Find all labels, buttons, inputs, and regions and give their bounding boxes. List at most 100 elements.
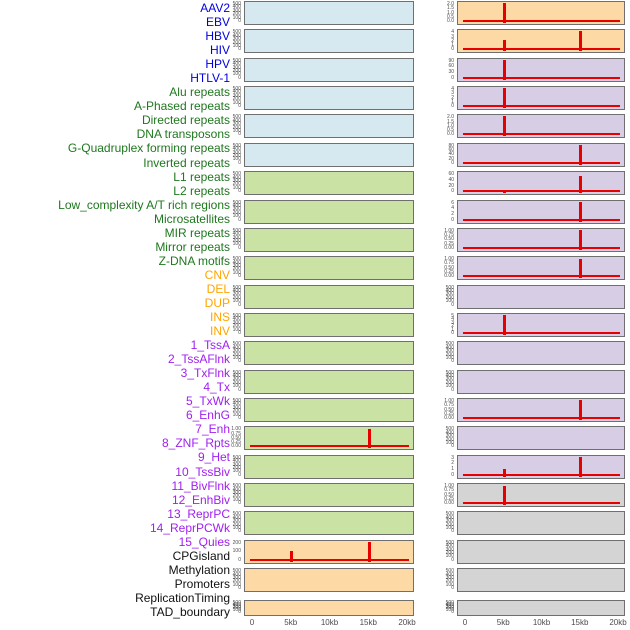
- y-tick-label: 0.00: [444, 415, 454, 422]
- y-tick-label: 300: [232, 404, 241, 411]
- y-tick-label: 300: [445, 603, 454, 610]
- row-label-htlv-1: HTLV-1: [190, 71, 230, 86]
- y-tick-label: 500: [232, 1, 241, 7]
- y-axis-ticks: 0 20 40 60: [423, 171, 455, 195]
- panel-promoters: [457, 539, 625, 564]
- y-tick-label: 200: [232, 493, 241, 500]
- y-axis-ticks: 0 100 200 300 400 500: [210, 86, 242, 110]
- red-spike-5kb: [502, 116, 506, 137]
- y-axis-ticks: 0 100 200 300 400 500: [423, 370, 455, 394]
- row-label-inverted-repeats: Inverted repeats: [143, 155, 230, 170]
- y-tick-label: 200: [445, 521, 454, 528]
- y-tick-label: 300: [232, 263, 241, 270]
- panel-directed-repeats: [244, 227, 414, 252]
- y-tick-label: 200: [445, 436, 454, 443]
- y-tick-label: 100: [232, 156, 241, 163]
- row-label-methylation: Methylation: [168, 562, 230, 577]
- red-spike-5kb: [502, 315, 506, 335]
- y-tick-label: 200: [445, 294, 454, 301]
- y-tick-label: 400: [232, 61, 241, 68]
- row-label-dup: DUP: [204, 295, 230, 310]
- y-axis-ticks: 0.00 0.25 0.50 0.75 1.00: [423, 228, 455, 252]
- y-tick-label: 0: [451, 556, 454, 563]
- y-tick-label: 500: [445, 600, 454, 606]
- panel-microsatellites: [244, 426, 414, 451]
- y-tick-label: 1.5: [447, 5, 454, 12]
- y-tick-label: 2: [451, 460, 454, 467]
- y-tick-label: 200: [232, 408, 241, 415]
- y-tick-label: 100: [232, 383, 241, 390]
- y-tick-label: 200: [445, 550, 454, 557]
- y-tick-label: 2: [451, 323, 454, 330]
- y-axis-ticks: 0 100 200 300 400 500: [210, 455, 242, 479]
- y-tick-label: 500: [232, 142, 241, 149]
- y-tick-label: 200: [232, 209, 241, 216]
- y-tick-label: 0: [238, 386, 241, 393]
- panel-hiv: [244, 86, 414, 111]
- y-axis-ticks: 0 100 200 300 400 500: [210, 568, 242, 592]
- y-tick-label: 30: [448, 69, 454, 76]
- y-tick-label: 400: [232, 259, 241, 266]
- row-label-2-tssaflnk: 2_TssAFlnk: [167, 352, 230, 367]
- red-spike-15kb: [367, 541, 371, 562]
- y-tick-label: 0.50: [444, 264, 454, 271]
- y-tick-label: 400: [232, 316, 241, 323]
- y-tick-label: 400: [232, 601, 241, 608]
- y-tick-label: 60: [448, 63, 454, 70]
- y-tick-label: 20: [448, 182, 454, 189]
- row-label-14-reprpcwk: 14_ReprPCWk: [149, 520, 230, 535]
- y-tick-label: 500: [445, 284, 454, 291]
- y-tick-label: 0: [238, 244, 241, 251]
- y-tick-label: 1.00: [231, 426, 241, 433]
- panel-inverted-repeats: [244, 312, 414, 337]
- panel-cnv: [244, 539, 414, 564]
- row-label-8-znf-rpts: 8_ZNF_Rpts: [161, 436, 230, 451]
- y-axis-ticks: 0 100 200 300 400 500: [423, 285, 455, 309]
- red-spike-15kb: [579, 201, 583, 222]
- y-tick-label: 90: [448, 57, 454, 64]
- y-tick-label: 0.50: [444, 491, 454, 498]
- red-spike-15kb: [579, 230, 583, 250]
- y-axis-ticks: 0 100 200 300 400 500: [423, 568, 455, 592]
- y-tick-label: 500: [445, 568, 454, 575]
- y-tick-label: 300: [232, 575, 241, 581]
- x-axis-label-left-5kb: 5kb: [284, 618, 298, 627]
- y-tick-label: 200: [232, 266, 241, 273]
- y-tick-label: 4: [451, 86, 454, 93]
- y-tick-label: 200: [445, 605, 454, 612]
- y-tick-label: 300: [445, 518, 454, 525]
- y-tick-label: 0: [238, 585, 241, 592]
- y-axis-ticks: 0.0 0.5 1.0 1.5 2.0: [423, 114, 455, 138]
- y-tick-label: 1.00: [444, 483, 454, 490]
- y-tick-label: 300: [232, 149, 241, 156]
- row-label-mirror-repeats: Mirror repeats: [155, 239, 230, 254]
- row-label-low-complexity-a-t-rich-regions: Low_complexity A/T rich regions: [58, 197, 230, 212]
- y-tick-label: 0.50: [444, 236, 454, 243]
- panel-mir-repeats: [244, 454, 414, 479]
- y-tick-label: 0.25: [444, 410, 454, 417]
- red-spike-5kb: [502, 88, 506, 109]
- red-baseline: [463, 218, 620, 221]
- y-tick-label: 0.75: [444, 487, 454, 494]
- y-tick-label: 2: [451, 94, 454, 101]
- y-tick-label: 100: [445, 553, 454, 560]
- y-tick-label: 0.50: [444, 406, 454, 413]
- y-tick-label: 100: [232, 184, 241, 191]
- red-baseline: [463, 473, 620, 476]
- y-tick-label: 200: [232, 124, 241, 131]
- x-axis-label-right-15kb: 15kb: [571, 618, 589, 627]
- panel-11-bivflnk: [457, 341, 625, 366]
- panel-2-tssaflnk: [457, 86, 625, 111]
- y-tick-label: 200: [232, 11, 241, 18]
- y-tick-label: 400: [232, 458, 241, 465]
- panel-3-txflnk: [457, 114, 625, 139]
- row-label-6-enhg: 6_EnhG: [185, 408, 230, 423]
- y-tick-label: 200: [232, 578, 241, 585]
- y-tick-label: 100: [232, 14, 241, 21]
- y-tick-label: 0: [451, 329, 454, 336]
- red-baseline: [463, 417, 620, 420]
- panel-9-het: [457, 284, 625, 309]
- y-tick-label: 1.00: [444, 398, 454, 405]
- panel-ins: [457, 1, 625, 25]
